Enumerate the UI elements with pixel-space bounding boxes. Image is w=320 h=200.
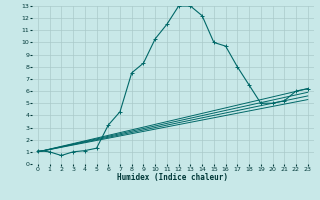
X-axis label: Humidex (Indice chaleur): Humidex (Indice chaleur) xyxy=(117,173,228,182)
